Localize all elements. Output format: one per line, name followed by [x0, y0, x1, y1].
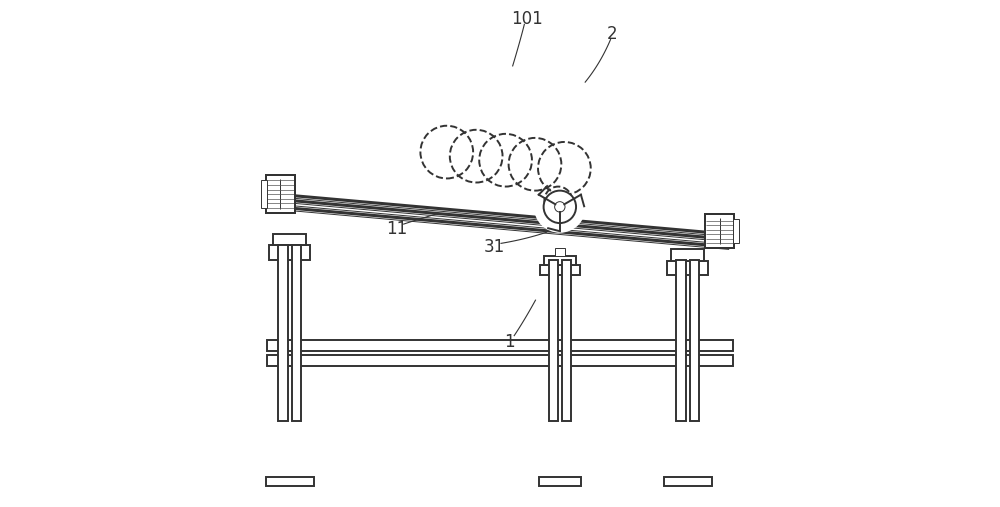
Circle shape [534, 181, 586, 233]
Bar [539, 477, 581, 486]
Bar [733, 219, 739, 243]
Text: 1: 1 [504, 333, 514, 351]
Text: 11: 11 [386, 220, 407, 238]
Text: 2: 2 [607, 25, 618, 44]
Bar [266, 175, 295, 213]
Bar [266, 175, 295, 213]
Text: 31: 31 [483, 238, 505, 257]
Bar [676, 260, 686, 421]
Bar [269, 245, 310, 260]
Bar [273, 234, 306, 245]
Bar [667, 261, 708, 275]
Bar [690, 260, 699, 421]
Bar [278, 245, 288, 421]
Bar [671, 249, 704, 261]
Bar [549, 260, 558, 421]
Bar [267, 340, 733, 351]
Bar [544, 256, 576, 265]
Bar [266, 477, 314, 486]
Text: 101: 101 [511, 10, 543, 28]
Bar [267, 355, 733, 366]
Bar [705, 214, 734, 248]
Bar [705, 214, 734, 248]
Bar [555, 248, 565, 256]
Bar [562, 260, 571, 421]
Bar [261, 180, 267, 208]
Circle shape [544, 191, 576, 223]
Circle shape [555, 202, 565, 212]
Bar [540, 265, 580, 275]
Bar [292, 245, 301, 421]
Bar [664, 477, 712, 486]
